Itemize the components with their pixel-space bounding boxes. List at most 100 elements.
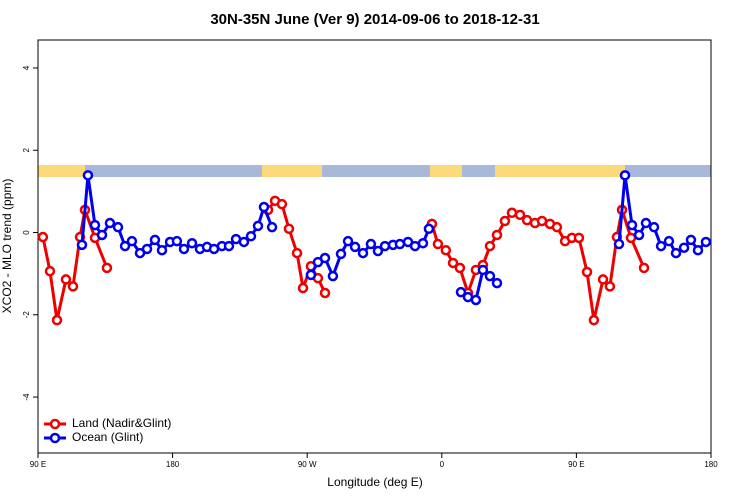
data-point: [514, 209, 526, 221]
data-point: [670, 247, 682, 259]
data-point: [477, 264, 489, 276]
data-point: [365, 238, 377, 250]
data-point: [319, 287, 331, 299]
data-point: [44, 265, 56, 277]
data-point: [96, 229, 108, 241]
data-point: [112, 221, 124, 233]
data-point: [484, 270, 496, 282]
land-band: [38, 165, 85, 177]
data-point: [171, 235, 183, 247]
data-point: [67, 281, 79, 292]
data-point: [37, 231, 49, 243]
data-point: [613, 238, 625, 250]
data-point: [440, 244, 452, 256]
data-point: [319, 252, 331, 264]
data-point: [51, 314, 63, 326]
data-point: [700, 236, 712, 248]
legend-marker: [49, 418, 61, 430]
plot-frame: [37, 39, 712, 454]
x-tick-label: 180: [704, 460, 718, 469]
data-point: [604, 281, 616, 292]
data-point: [104, 217, 116, 229]
y-tick-label: -2: [22, 311, 31, 319]
series-line: [41, 198, 646, 321]
data-point: [685, 234, 697, 246]
y-tick-label: -4: [22, 393, 31, 401]
data-point: [76, 239, 88, 251]
data-point: [499, 215, 511, 227]
data-point: [349, 241, 361, 253]
data-point: [342, 235, 354, 247]
data-point: [638, 262, 650, 274]
data-point: [119, 240, 131, 252]
data-point: [491, 229, 503, 241]
data-point: [178, 243, 190, 255]
data-point: [470, 294, 482, 306]
data-point: [327, 270, 339, 282]
data-point: [101, 262, 113, 274]
data-point: [141, 243, 153, 255]
data-point: [372, 245, 384, 257]
data-point: [447, 257, 459, 269]
data-point: [126, 235, 138, 247]
y-tick-label: 2: [22, 147, 31, 152]
data-point: [484, 240, 496, 252]
legend-label: Ocean (Glint): [72, 430, 143, 444]
data-point: [245, 230, 257, 242]
data-point: [60, 274, 72, 285]
data-point: [573, 232, 585, 244]
data-point: [156, 244, 168, 256]
data-point: [258, 201, 270, 213]
data-point: [626, 219, 638, 231]
data-point: [379, 240, 391, 252]
land-band: [495, 165, 625, 177]
data-point: [588, 314, 600, 326]
data-point: [186, 237, 198, 249]
data-point: [291, 247, 303, 259]
y-axis-label: XCO2 - MLO trend (ppm): [0, 179, 14, 314]
data-point: [283, 223, 295, 235]
data-point: [655, 240, 667, 252]
x-tick-label: 180: [166, 460, 180, 469]
x-tick-label: 0: [440, 460, 445, 469]
data-point: [506, 207, 518, 219]
x-tick-label: 90 E: [30, 460, 46, 469]
data-point: [149, 234, 161, 246]
data-point: [633, 229, 645, 241]
land-mask-band: [38, 165, 711, 177]
data-point: [305, 269, 317, 281]
x-tick-label: 90 E: [568, 460, 584, 469]
land-band: [262, 165, 322, 177]
y-tick-label: 4: [22, 65, 31, 70]
data-point: [394, 238, 406, 250]
data-point: [223, 240, 235, 252]
data-point: [432, 238, 444, 250]
data-point: [89, 219, 101, 231]
data-point: [551, 221, 563, 233]
x-tick-label: 90 W: [298, 460, 317, 469]
data-point: [266, 221, 278, 233]
data-point: [692, 244, 704, 256]
data-point: [82, 170, 94, 181]
y-tick-label: 0: [22, 230, 31, 235]
legend-label: Land (Nadir&Glint): [72, 416, 171, 430]
legend-marker: [49, 432, 61, 444]
data-point: [276, 198, 288, 210]
data-point: [597, 274, 609, 285]
data-point: [678, 242, 690, 253]
data-point: [423, 223, 435, 235]
data-point: [663, 235, 675, 247]
data-point: [455, 286, 467, 298]
data-point: [357, 247, 369, 259]
chart-title: 30N-35N June (Ver 9) 2014-09-06 to 2018-…: [210, 11, 539, 28]
data-point: [335, 248, 347, 260]
data-point: [297, 282, 309, 294]
data-point: [648, 221, 660, 233]
data-point: [619, 170, 631, 181]
x-axis-label: Longitude (deg E): [327, 475, 422, 489]
data-point: [491, 277, 503, 289]
data-point: [417, 237, 429, 249]
data-point: [252, 220, 264, 232]
land-band: [430, 165, 462, 177]
data-point: [625, 232, 637, 244]
